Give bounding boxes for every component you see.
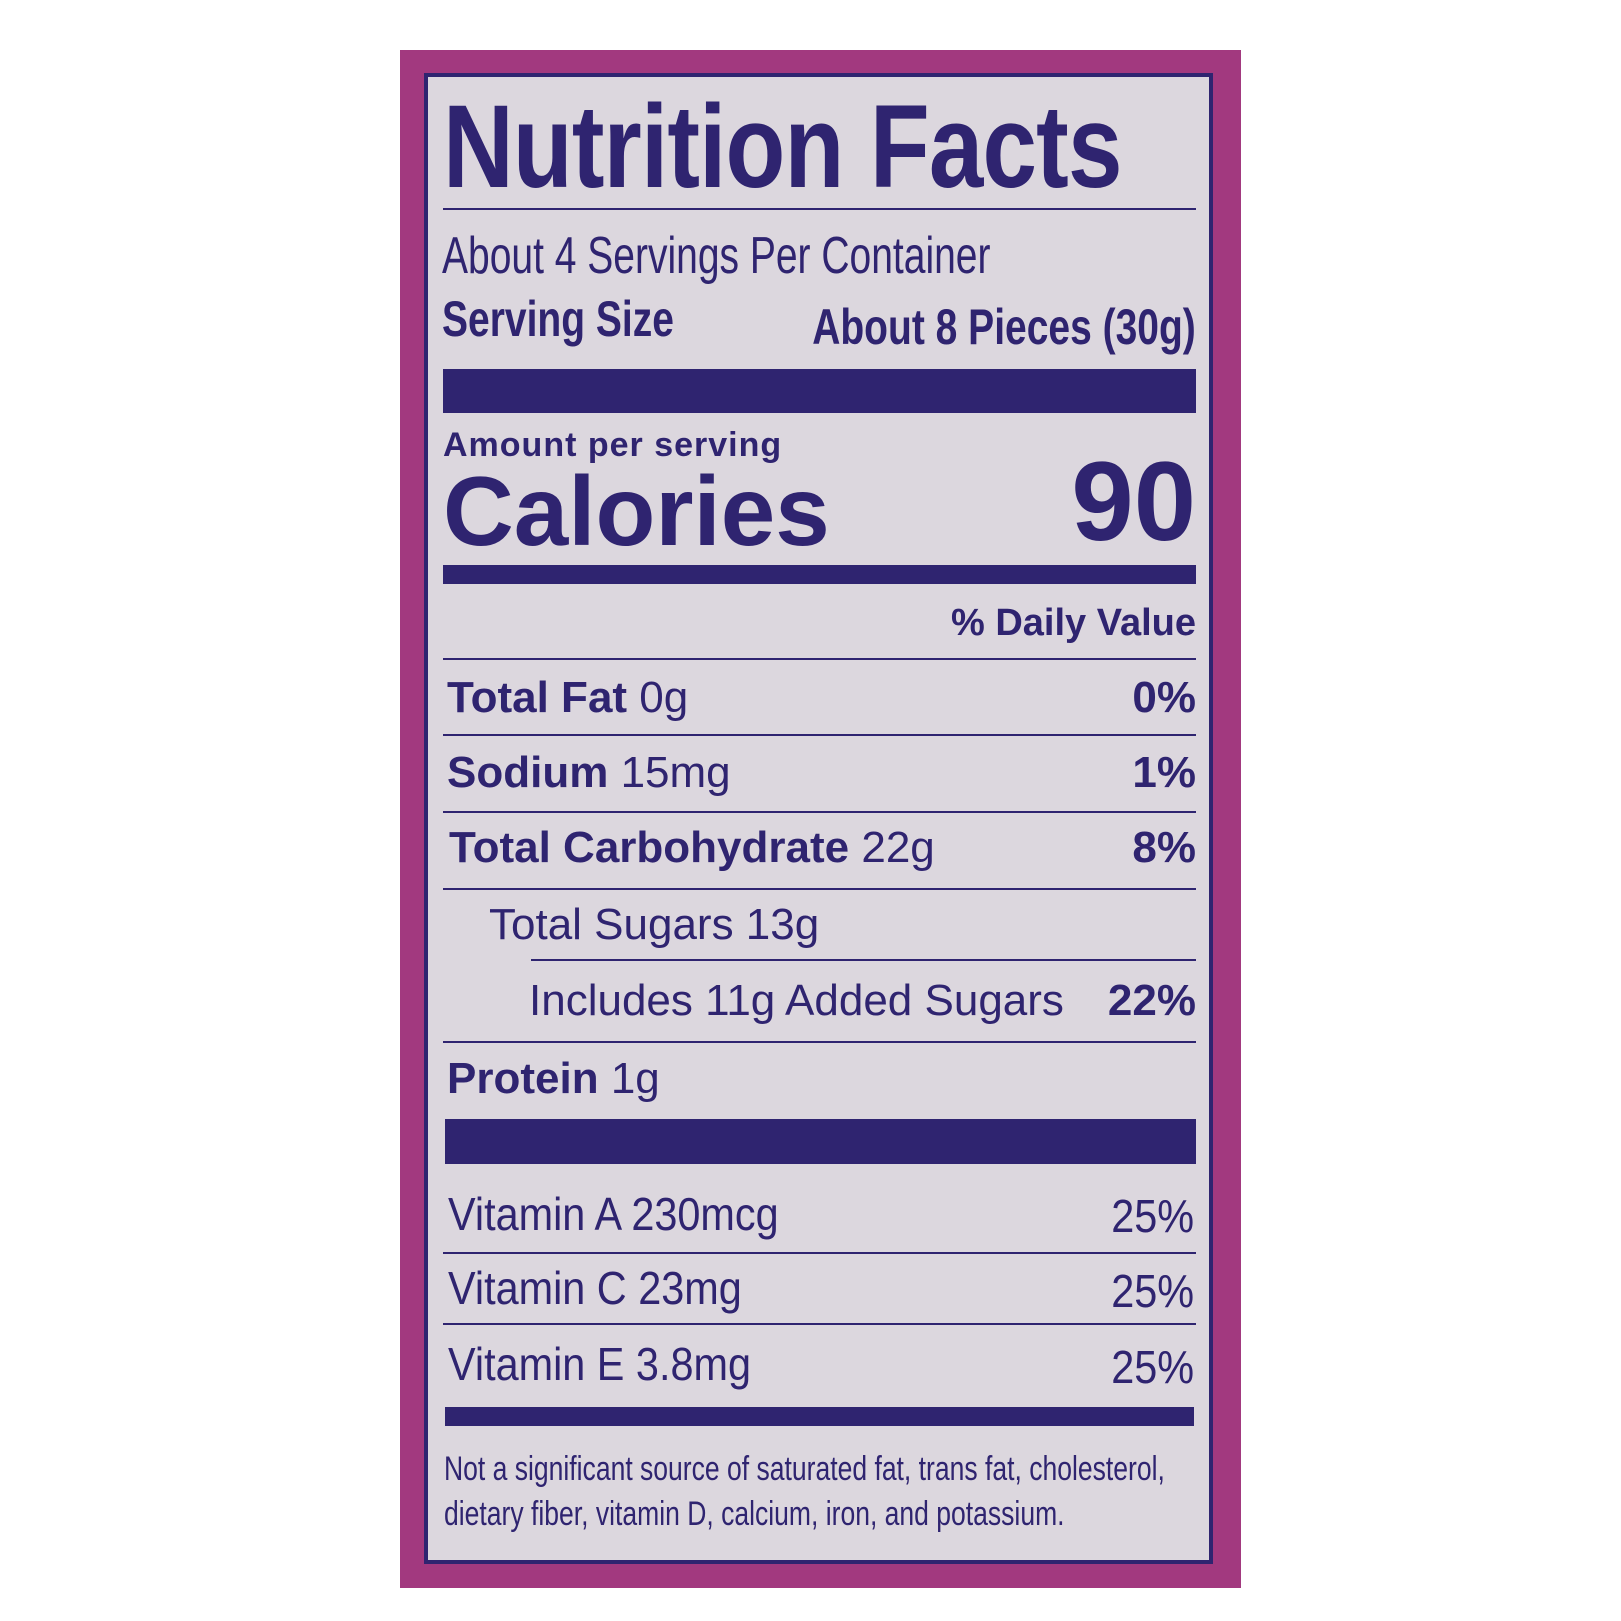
vitamin-a: Vitamin A 230mcg	[448, 1188, 779, 1240]
divider	[531, 959, 1196, 961]
nutrient-amount: 0g	[639, 673, 689, 722]
nutrient-total-fat: Total Fat 0g	[447, 676, 688, 720]
nutrient-total-carbohydrate: Total Carbohydrate 22g	[449, 826, 935, 870]
nutrient-added-sugars: Includes 11g Added Sugars	[529, 976, 1064, 1025]
serving-size-value: About 8 Pieces (30g)	[812, 299, 1196, 355]
footnote-line-2: dietary fiber, vitamin D, calcium, iron,…	[444, 1495, 1065, 1533]
nutrient-protein: Protein 1g	[447, 1057, 660, 1101]
nutrient-sodium: Sodium 15mg	[447, 751, 731, 795]
amount-per-serving: Amount per serving	[443, 426, 783, 464]
calories-value: 90	[1071, 439, 1196, 564]
vitamin-c-dv: 25%	[1111, 1265, 1194, 1317]
divider	[443, 1252, 1196, 1254]
vitamin-e-dv: 25%	[1111, 1341, 1194, 1393]
medium-bar	[445, 1407, 1194, 1426]
nutrient-total-sugars: Total Sugars 13g	[489, 900, 820, 949]
vitamin-e: Vitamin E 3.8mg	[448, 1338, 751, 1390]
divider	[443, 658, 1196, 660]
thick-bar	[443, 369, 1196, 413]
nutrient-dv: 0%	[1132, 673, 1196, 722]
nutrient-dv: 1%	[1132, 748, 1196, 797]
nutrition-facts-panel	[424, 73, 1213, 1564]
nutrient-name: Protein	[447, 1054, 599, 1103]
divider	[443, 1041, 1196, 1043]
footnote-line-1: Not a significant source of saturated fa…	[444, 1450, 1165, 1488]
calories-label: Calories	[443, 456, 830, 566]
title: Nutrition Facts	[443, 81, 1122, 213]
divider	[443, 888, 1196, 890]
divider	[443, 1323, 1196, 1325]
nutrient-dv: 8%	[1132, 823, 1196, 872]
medium-bar	[443, 565, 1196, 584]
nutrient-amount: 22g	[861, 823, 935, 872]
nutrient-amount: 15mg	[620, 748, 731, 797]
servings-per-container: About 4 Servings Per Container	[442, 227, 991, 285]
divider	[443, 811, 1196, 813]
daily-value-header: % Daily Value	[950, 602, 1196, 644]
nutrient-dv: 22%	[1107, 976, 1196, 1025]
vitamin-c: Vitamin C 23mg	[448, 1262, 742, 1314]
divider	[443, 208, 1196, 210]
nutrient-name: Sodium	[447, 748, 609, 797]
nutrient-amount: 1g	[610, 1054, 660, 1103]
thick-bar	[445, 1119, 1196, 1164]
serving-size-label: Serving Size	[442, 291, 674, 347]
vitamin-a-dv: 25%	[1111, 1190, 1194, 1242]
divider	[443, 734, 1196, 736]
nutrient-name: Total Carbohydrate	[449, 823, 850, 872]
nutrient-name: Total Fat	[447, 673, 628, 722]
